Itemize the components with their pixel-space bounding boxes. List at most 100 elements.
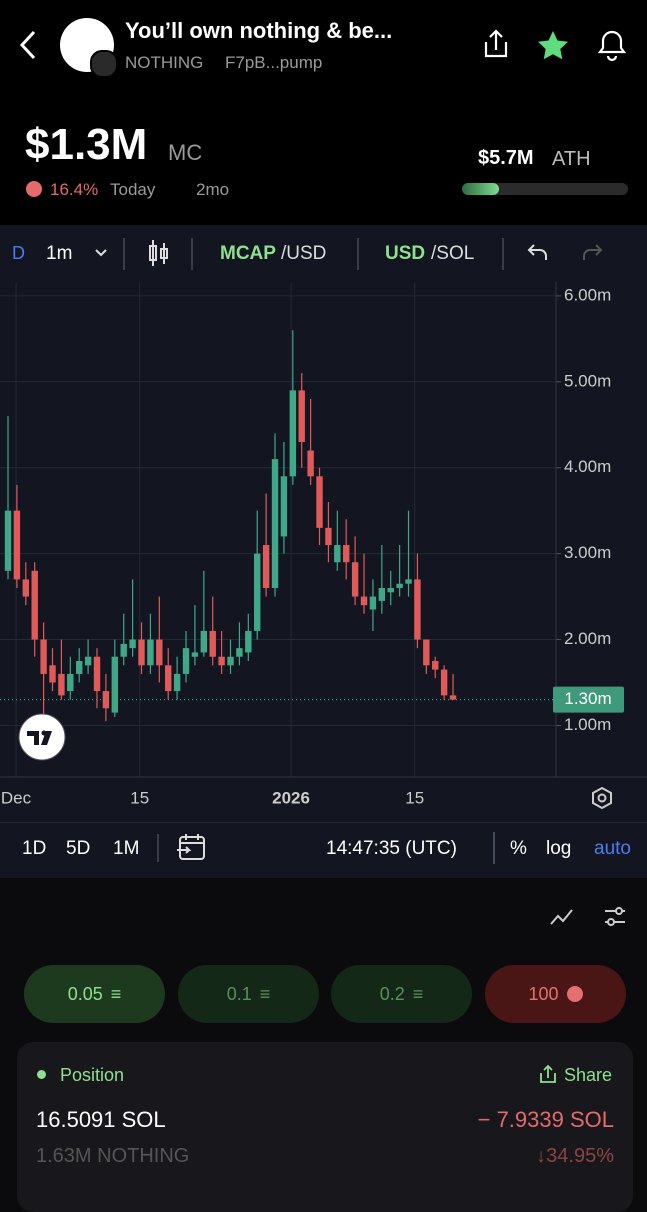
sell-button[interactable]: 100 bbox=[485, 965, 626, 1023]
candle-body bbox=[147, 639, 154, 666]
percent-icon bbox=[566, 986, 583, 1002]
candle-body bbox=[236, 648, 243, 657]
sol-icon: ≡ bbox=[259, 983, 271, 1004]
candle-body bbox=[120, 643, 127, 657]
chart-toolbar bbox=[0, 225, 647, 283]
candle-body bbox=[111, 656, 119, 713]
candle-body bbox=[271, 459, 279, 588]
candle-body bbox=[262, 545, 270, 588]
market-cap: $1.3M bbox=[25, 120, 148, 169]
amount: 100 bbox=[528, 983, 559, 1004]
token-title: You’ll own nothing & be... bbox=[125, 18, 393, 43]
back-button[interactable] bbox=[14, 28, 40, 62]
candle-body bbox=[254, 553, 261, 631]
candle-body bbox=[165, 665, 172, 692]
mcap-toggle[interactable]: MCAP bbox=[220, 243, 276, 264]
price-chart[interactable]: 1.00m 2.00m 3.00m 4.00m 5.00m 6.00m Dec 15 2026 1… bbox=[0, 282, 647, 822]
candle-body bbox=[414, 579, 421, 640]
amount: 0.05 bbox=[67, 983, 103, 1004]
mcap-quote: /USD bbox=[281, 243, 327, 264]
candle-body bbox=[396, 583, 403, 588]
settings-icon[interactable] bbox=[605, 907, 625, 926]
y-tick-label: 2.00m bbox=[564, 629, 611, 648]
position-amount: 16.5091 SOL bbox=[36, 1107, 166, 1132]
line-chart-icon[interactable] bbox=[550, 909, 573, 925]
chart-options bbox=[550, 907, 625, 926]
redo-icon[interactable] bbox=[583, 244, 603, 260]
undo-icon[interactable] bbox=[527, 244, 547, 260]
status-dot bbox=[37, 1070, 46, 1079]
address[interactable]: F7pB...pump bbox=[225, 53, 323, 72]
ath-value: $5.7M bbox=[478, 147, 534, 169]
y-tick-label: 6.00m bbox=[564, 285, 611, 304]
sol-icon: ≡ bbox=[412, 983, 424, 1004]
candle-body bbox=[423, 639, 430, 666]
x-tick-label: 15 bbox=[405, 788, 424, 807]
buy-button[interactable]: 0.1 ≡ bbox=[178, 965, 319, 1023]
ath-label: ATH bbox=[552, 148, 591, 170]
candle-body bbox=[334, 545, 341, 563]
candle-body bbox=[378, 587, 386, 601]
usd-quote: /SOL bbox=[431, 243, 475, 264]
usd-toggle[interactable]: USD bbox=[385, 243, 426, 264]
log-toggle[interactable]: log bbox=[546, 838, 572, 859]
date-range-icon[interactable] bbox=[155, 830, 225, 866]
star-icon[interactable] bbox=[538, 31, 568, 60]
ath-progress-track bbox=[462, 183, 628, 195]
candle-body bbox=[387, 587, 394, 593]
percent-toggle[interactable]: % bbox=[510, 838, 527, 859]
y-tick-label: 3.00m bbox=[564, 543, 611, 562]
pill-badge bbox=[90, 50, 118, 78]
candle-body bbox=[369, 596, 377, 610]
change: 16.4% bbox=[50, 180, 99, 199]
interval[interactable]: 1m bbox=[46, 243, 73, 264]
tradingview-logo bbox=[18, 713, 66, 761]
candle-body bbox=[209, 630, 216, 657]
range[interactable]: 1M bbox=[113, 838, 140, 859]
x-tick-label: 2026 bbox=[272, 788, 310, 807]
share-link[interactable]: Share bbox=[564, 1065, 613, 1085]
ath-progress bbox=[462, 183, 499, 195]
buy-button[interactable]: 0.2 ≡ bbox=[331, 965, 472, 1023]
candle-body bbox=[440, 669, 448, 696]
range[interactable]: 1D bbox=[22, 838, 47, 859]
candle-body bbox=[129, 639, 136, 649]
candle-body bbox=[245, 630, 252, 653]
candle-body bbox=[93, 656, 101, 692]
bell-icon[interactable] bbox=[597, 30, 627, 62]
settings-icon[interactable] bbox=[592, 786, 612, 810]
position-card bbox=[17, 1042, 633, 1212]
position-tokens: 1.63M NOTHING bbox=[36, 1145, 190, 1167]
candle-body bbox=[22, 579, 30, 597]
candle-body bbox=[325, 527, 332, 546]
candle-body bbox=[58, 673, 65, 696]
candle-body bbox=[432, 661, 439, 670]
candle-body bbox=[360, 596, 368, 606]
candle-body bbox=[173, 673, 181, 692]
candle-body bbox=[13, 510, 21, 580]
share-icon[interactable] bbox=[484, 29, 508, 58]
share-small-icon bbox=[540, 1064, 556, 1083]
series-prefix[interactable]: D bbox=[12, 243, 25, 263]
candle-body bbox=[351, 562, 359, 597]
toolbar-icons bbox=[95, 238, 603, 270]
candle-body bbox=[307, 450, 314, 477]
candle-body bbox=[31, 570, 38, 640]
candle-body bbox=[449, 695, 457, 700]
age: 2mo bbox=[196, 180, 230, 199]
candle-body bbox=[289, 390, 297, 477]
clock: 14:47:35 (UTC) bbox=[326, 838, 457, 859]
y-tick-label: 5.00m bbox=[564, 371, 611, 390]
auto-toggle[interactable]: auto bbox=[594, 838, 631, 859]
divider bbox=[493, 832, 495, 864]
last-price-label: 1.30m bbox=[564, 689, 611, 708]
y-tick-label: 4.00m bbox=[564, 457, 611, 476]
candle-body bbox=[138, 639, 145, 666]
candle-body bbox=[156, 639, 163, 666]
candle-icon[interactable] bbox=[149, 240, 168, 266]
range[interactable]: 5D bbox=[66, 838, 91, 859]
candle-body bbox=[405, 579, 412, 584]
candle-body bbox=[280, 476, 288, 537]
buy-button[interactable]: 0.05 ≡ bbox=[24, 965, 165, 1023]
candle-body bbox=[182, 648, 190, 674]
